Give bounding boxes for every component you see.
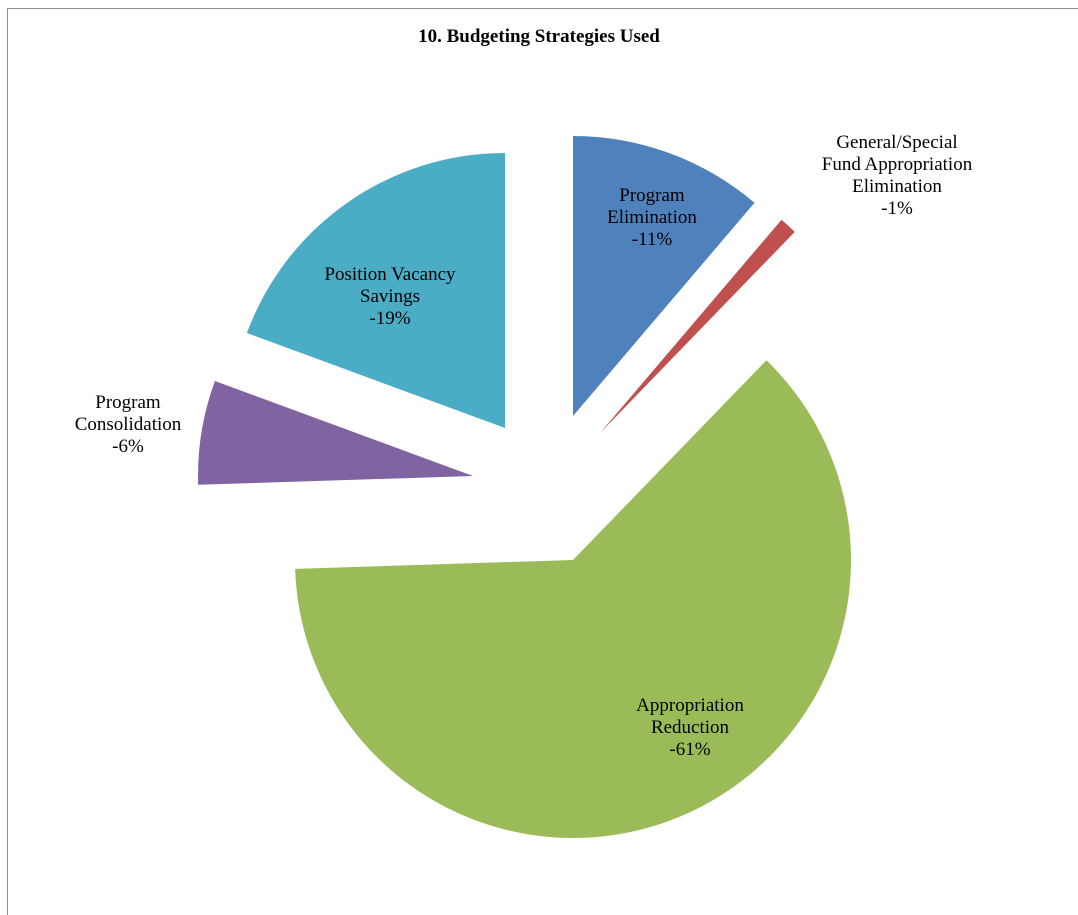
slice-label: Position Vacancy Savings -19%	[324, 264, 456, 329]
pie-slice	[573, 136, 755, 416]
chart-title: 10. Budgeting Strategies Used	[418, 26, 660, 47]
pie-slice	[246, 153, 506, 428]
pie-slice	[600, 219, 795, 433]
slice-label: Program Consolidation -6%	[75, 392, 182, 457]
slice-label: General/Special Fund Appropriation Elimina…	[822, 132, 973, 219]
slice-label: Program Elimination -11%	[607, 185, 697, 250]
pie-slice	[197, 381, 473, 485]
pie-slice	[295, 360, 851, 838]
slice-label: Appropriation Reduction -61%	[636, 695, 744, 760]
